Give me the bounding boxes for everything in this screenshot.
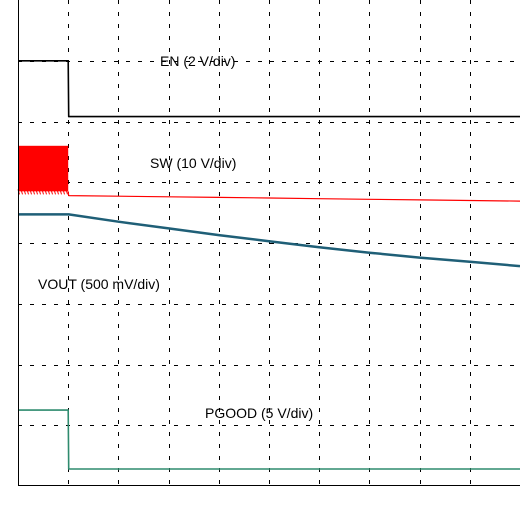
traces (17, 60, 520, 470)
grid (18, 0, 520, 486)
trace-pgood (18, 409, 520, 470)
trace-en (18, 60, 520, 118)
trace-vout (18, 213, 520, 268)
pgood-label: PGOOD (5 V/div) (205, 405, 313, 421)
vout-label: VOUT (500 mV/div) (38, 276, 160, 292)
en-label: EN (2 V/div) (160, 53, 235, 69)
trace-sw (67, 191, 520, 202)
sw-label: SW (10 V/div) (150, 155, 236, 171)
sw-switching-band (18, 145, 69, 192)
